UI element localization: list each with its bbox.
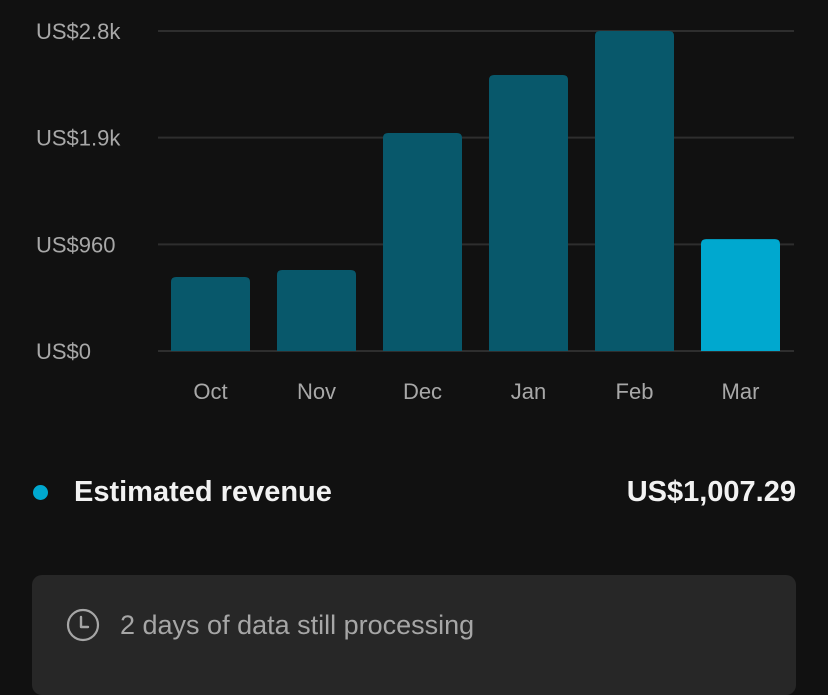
x-tick-label: Jan	[511, 379, 546, 404]
x-tick-label: Oct	[193, 379, 227, 404]
y-tick-label: US$2.8k	[36, 19, 121, 44]
notice-text: 2 days of data still processing	[120, 609, 475, 640]
bar-oct	[171, 277, 250, 351]
legend-value: US$1,007.29	[626, 475, 796, 508]
bar-dec	[383, 133, 462, 351]
bar-feb	[595, 31, 674, 351]
bar-jan	[489, 75, 568, 351]
y-tick-label: US$960	[36, 232, 116, 257]
bar-mar	[701, 239, 780, 351]
bar-nov	[277, 270, 356, 351]
x-tick-label: Mar	[722, 379, 760, 404]
legend-label: Estimated revenue	[74, 475, 332, 508]
y-tick-label: US$1.9k	[36, 126, 121, 151]
processing-notice: 2 days of data still processing	[32, 575, 796, 695]
x-tick-label: Nov	[297, 379, 336, 404]
legend-dot-icon	[33, 484, 48, 500]
clock-icon	[66, 608, 100, 642]
x-tick-label: Feb	[616, 379, 654, 404]
y-tick-label: US$0	[36, 339, 91, 364]
revenue-bar-chart: US$0 US$960 US$1.9k US$2.8k Oct Nov Dec Jan Feb M…	[36, 19, 794, 404]
legend-row: Estimated revenue US$1,007.29	[32, 470, 796, 514]
x-tick-label: Dec	[403, 379, 442, 404]
